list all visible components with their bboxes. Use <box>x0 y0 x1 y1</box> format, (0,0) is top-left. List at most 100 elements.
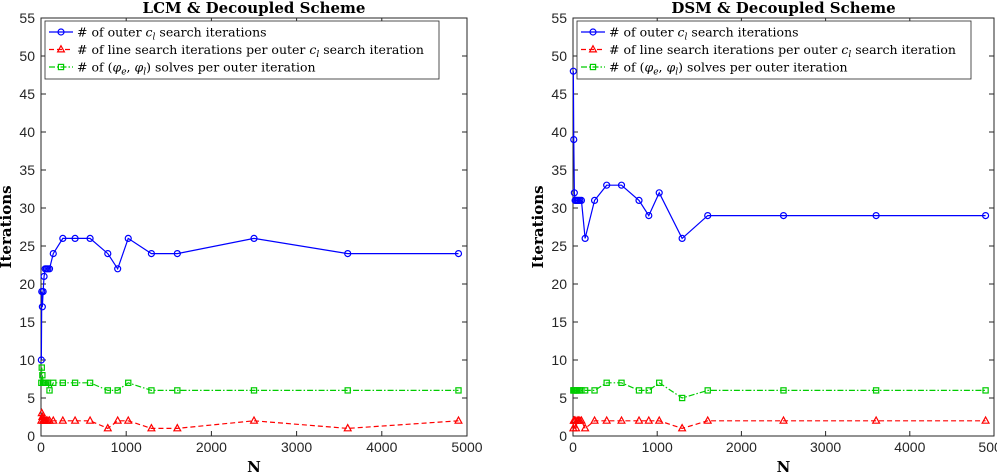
series-1 <box>569 67 990 242</box>
x-tick-label: 3000 <box>810 439 841 455</box>
data-point <box>678 234 686 242</box>
series-3 <box>38 364 462 394</box>
y-tick-label: 50 <box>551 48 567 64</box>
data-point <box>570 189 578 197</box>
legend-entry-2: # of line search iterations per outer cl… <box>77 42 424 60</box>
data-point <box>569 67 577 75</box>
data-point <box>455 387 462 394</box>
data-point <box>147 423 156 432</box>
data-point <box>38 364 45 371</box>
data-point <box>173 250 181 258</box>
x-tick-label: 0 <box>37 439 45 455</box>
data-point <box>645 212 653 220</box>
data-point <box>602 415 612 424</box>
data-point <box>677 423 687 432</box>
series-3 <box>570 379 989 402</box>
legend-entry-2: # of line search iterations per outer cl… <box>609 42 956 60</box>
data-point <box>656 379 663 387</box>
y-tick-label: 25 <box>19 238 35 254</box>
data-point <box>104 250 112 258</box>
data-point <box>618 379 625 387</box>
series-1 <box>37 234 463 364</box>
y-tick-label: 10 <box>551 352 567 368</box>
data-point <box>37 356 45 364</box>
y-tick-label: 10 <box>19 352 35 368</box>
data-point <box>123 415 133 424</box>
data-point <box>344 250 352 258</box>
series-line <box>40 237 459 361</box>
data-point <box>70 415 80 424</box>
data-point <box>49 250 57 258</box>
data-point <box>250 387 258 394</box>
y-tick-label: 20 <box>19 276 35 292</box>
data-point <box>635 196 643 204</box>
legend-marker <box>589 63 597 71</box>
data-point <box>125 379 132 387</box>
x-tick-label: 1000 <box>111 439 142 455</box>
data-point <box>343 423 353 432</box>
legend: # of outer cl search iterations# of line… <box>44 20 440 80</box>
data-point <box>654 415 664 424</box>
data-point <box>59 234 67 242</box>
data-point <box>578 387 585 394</box>
data-point <box>603 181 611 189</box>
x-tick-label: 5000 <box>978 439 997 455</box>
y-axis-label: Iterations <box>0 185 15 268</box>
data-point <box>104 387 111 394</box>
legend-box <box>576 20 972 80</box>
y-tick-label: 30 <box>551 200 567 216</box>
legend-entry-1: # of outer cl search iterations <box>609 25 799 43</box>
chart-panel-1: 0 1000 2000 3000 4000 5000 0 5 10 15 20 25 30 35 40 45 5… <box>0 0 483 476</box>
data-point <box>872 212 880 220</box>
x-axis-label: N <box>247 458 261 476</box>
legend-marker <box>57 28 65 36</box>
data-point <box>71 234 79 242</box>
data-point <box>603 379 610 387</box>
data-point <box>780 387 787 394</box>
data-point <box>40 272 48 280</box>
data-point <box>779 415 788 424</box>
data-point <box>114 265 122 273</box>
y-tick-label: 35 <box>551 162 567 178</box>
legend-entry-3: # of (φe, φl) solves per outer iteration <box>77 60 316 78</box>
data-point <box>59 379 67 387</box>
data-point <box>85 415 95 424</box>
data-point <box>454 250 463 258</box>
data-point <box>113 415 123 424</box>
data-point <box>37 408 47 417</box>
data-point <box>617 415 626 424</box>
data-point <box>644 415 654 424</box>
data-point <box>71 379 79 387</box>
data-point <box>580 423 590 432</box>
data-point <box>147 250 156 258</box>
x-tick-label: 0 <box>569 439 577 455</box>
data-point <box>172 423 182 432</box>
data-point <box>124 234 132 242</box>
y-tick-label: 5 <box>27 390 35 406</box>
data-point <box>577 415 586 424</box>
y-tick-label: 45 <box>19 86 35 102</box>
data-point <box>50 379 57 387</box>
data-point <box>250 234 258 242</box>
legend-marker <box>588 44 598 53</box>
x-tick-label: 2000 <box>726 439 757 455</box>
y-tick-label: 15 <box>551 314 567 330</box>
legend-entry-3: # of (φe, φl) solves per outer iteration <box>609 60 848 78</box>
x-axis-label: N <box>777 458 791 476</box>
chart-title: DSM & Decoupled Scheme <box>671 0 895 17</box>
plot-frame <box>572 17 995 437</box>
data-point <box>779 212 788 220</box>
data-point <box>454 415 463 424</box>
data-point <box>103 423 113 432</box>
data-point <box>48 415 58 424</box>
data-point <box>678 394 686 402</box>
data-point <box>46 387 53 394</box>
data-point <box>581 387 589 394</box>
plot-frame <box>40 17 468 437</box>
data-point <box>148 387 155 394</box>
x-tick-label: 1000 <box>642 439 673 455</box>
data-point <box>39 372 46 379</box>
data-point <box>981 212 990 220</box>
data-point <box>38 303 46 311</box>
